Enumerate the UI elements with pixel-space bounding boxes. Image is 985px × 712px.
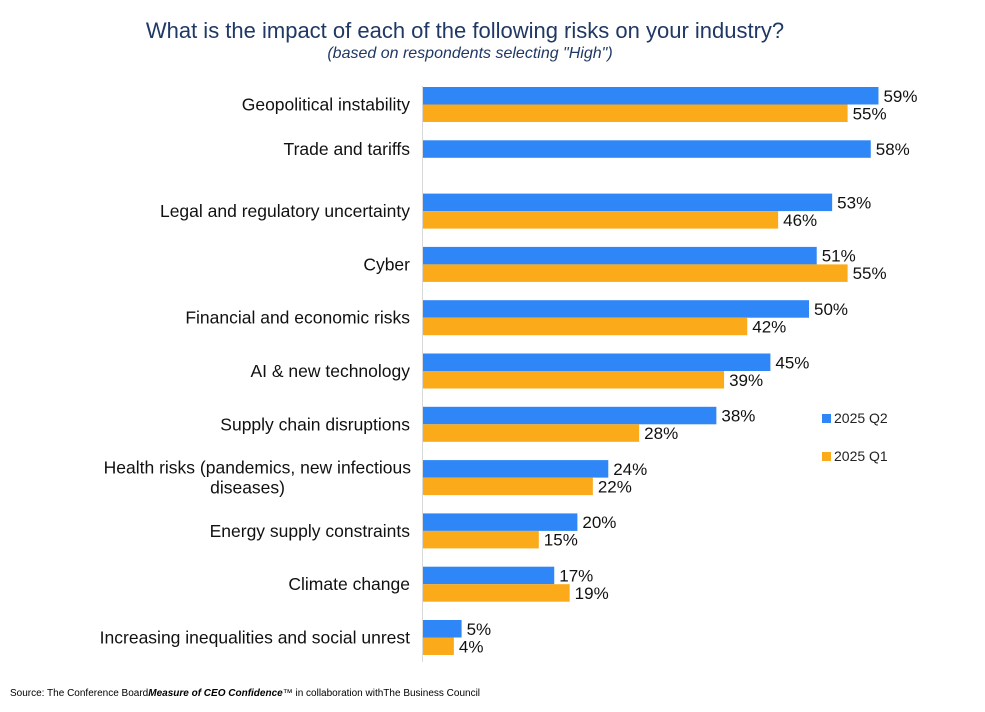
- bar-q1-4: [423, 317, 748, 336]
- value-label-q1-5: 39%: [729, 371, 763, 390]
- value-label-q2-8: 20%: [582, 513, 616, 532]
- value-label-q1-8: 15%: [544, 531, 578, 550]
- bar-q2-7: [423, 460, 609, 478]
- legend-item-q2: 2025 Q2: [822, 408, 888, 428]
- category-label-0: Geopolitical instability: [242, 95, 411, 115]
- value-label-q1-9: 19%: [575, 584, 609, 603]
- category-label-10: Increasing inequalities and social unres…: [100, 628, 410, 648]
- category-label-6: Supply chain disruptions: [220, 414, 410, 434]
- bar-q2-3: [423, 246, 817, 265]
- value-label-q1-10: 4%: [459, 637, 484, 656]
- bar-q2-8: [423, 513, 578, 531]
- bar-q2-9: [423, 566, 555, 585]
- legend-label-q1: 2025 Q1: [834, 448, 888, 464]
- value-label-q1-6: 28%: [644, 424, 678, 443]
- value-label-q2-3: 51%: [822, 247, 856, 266]
- bar-q1-0: [423, 104, 848, 122]
- source-note: Source: The Conference BoardMeasure of C…: [10, 688, 480, 699]
- value-label-q2-1: 58%: [876, 140, 910, 159]
- category-label-9: Climate change: [288, 574, 410, 594]
- value-label-q2-6: 38%: [721, 407, 755, 426]
- value-label-q2-2: 53%: [837, 193, 871, 212]
- value-label-q1-0: 55%: [853, 104, 887, 123]
- category-label-2: Legal and regulatory uncertainty: [160, 201, 410, 221]
- bar-q1-6: [423, 424, 640, 442]
- bars-group: [423, 87, 879, 655]
- legend-label-q2: 2025 Q2: [834, 410, 888, 426]
- bar-q1-2: [423, 211, 779, 229]
- chart-title: What is the impact of each of the follow…: [145, 18, 785, 43]
- chart-subtitle: (based on respondents selecting "High"): [327, 45, 613, 62]
- bar-q2-10: [423, 620, 462, 638]
- bar-q1-9: [423, 584, 570, 602]
- bar-q2-0: [423, 87, 879, 105]
- bar-q1-5: [423, 371, 725, 389]
- bar-q2-6: [423, 406, 717, 425]
- bar-q1-8: [423, 530, 539, 549]
- category-label-4: Financial and economic risks: [185, 308, 410, 328]
- category-label-7: Health risks (pandemics, new infectious d…: [104, 458, 412, 498]
- value-label-q2-9: 17%: [559, 566, 593, 585]
- bar-q1-10: [423, 637, 454, 655]
- bar-q2-4: [423, 300, 809, 318]
- value-label-q1-2: 46%: [783, 211, 817, 230]
- category-label-1: Trade and tariffs: [284, 139, 411, 159]
- legend: 2025 Q2 2025 Q1: [822, 408, 888, 484]
- bar-q2-5: [423, 353, 771, 371]
- value-label-q1-4: 42%: [752, 317, 786, 336]
- value-label-q2-5: 45%: [775, 353, 809, 372]
- category-labels-group: Geopolitical instability Trade and tariff…: [100, 95, 412, 648]
- source-prefix: Source: The Conference Board: [10, 688, 149, 699]
- category-label-3: Cyber: [363, 254, 410, 274]
- value-label-q1-7: 22%: [598, 477, 632, 496]
- value-label-q1-3: 55%: [853, 264, 887, 283]
- bar-q1-3: [423, 264, 848, 282]
- value-labels-group: 59%55%58%53%46%51%55%50%42%45%39%38%28%2…: [459, 87, 918, 657]
- category-label-8: Energy supply constraints: [210, 521, 411, 541]
- source-publication: Measure of CEO Confidence: [148, 688, 283, 699]
- bar-q2-1: [423, 140, 871, 158]
- value-label-q2-0: 59%: [883, 87, 917, 106]
- category-label-5: AI & new technology: [250, 361, 410, 381]
- bar-q2-2: [423, 193, 833, 212]
- value-label-q2-4: 50%: [814, 300, 848, 319]
- legend-swatch-q2: [822, 413, 831, 423]
- value-label-q2-7: 24%: [613, 460, 647, 479]
- bar-q1-7: [423, 477, 593, 496]
- legend-item-q1: 2025 Q1: [822, 446, 888, 466]
- value-label-q2-10: 5%: [467, 620, 492, 639]
- source-suffix: ™ in collaboration withThe Business Coun…: [282, 688, 481, 699]
- legend-swatch-q1: [822, 451, 831, 461]
